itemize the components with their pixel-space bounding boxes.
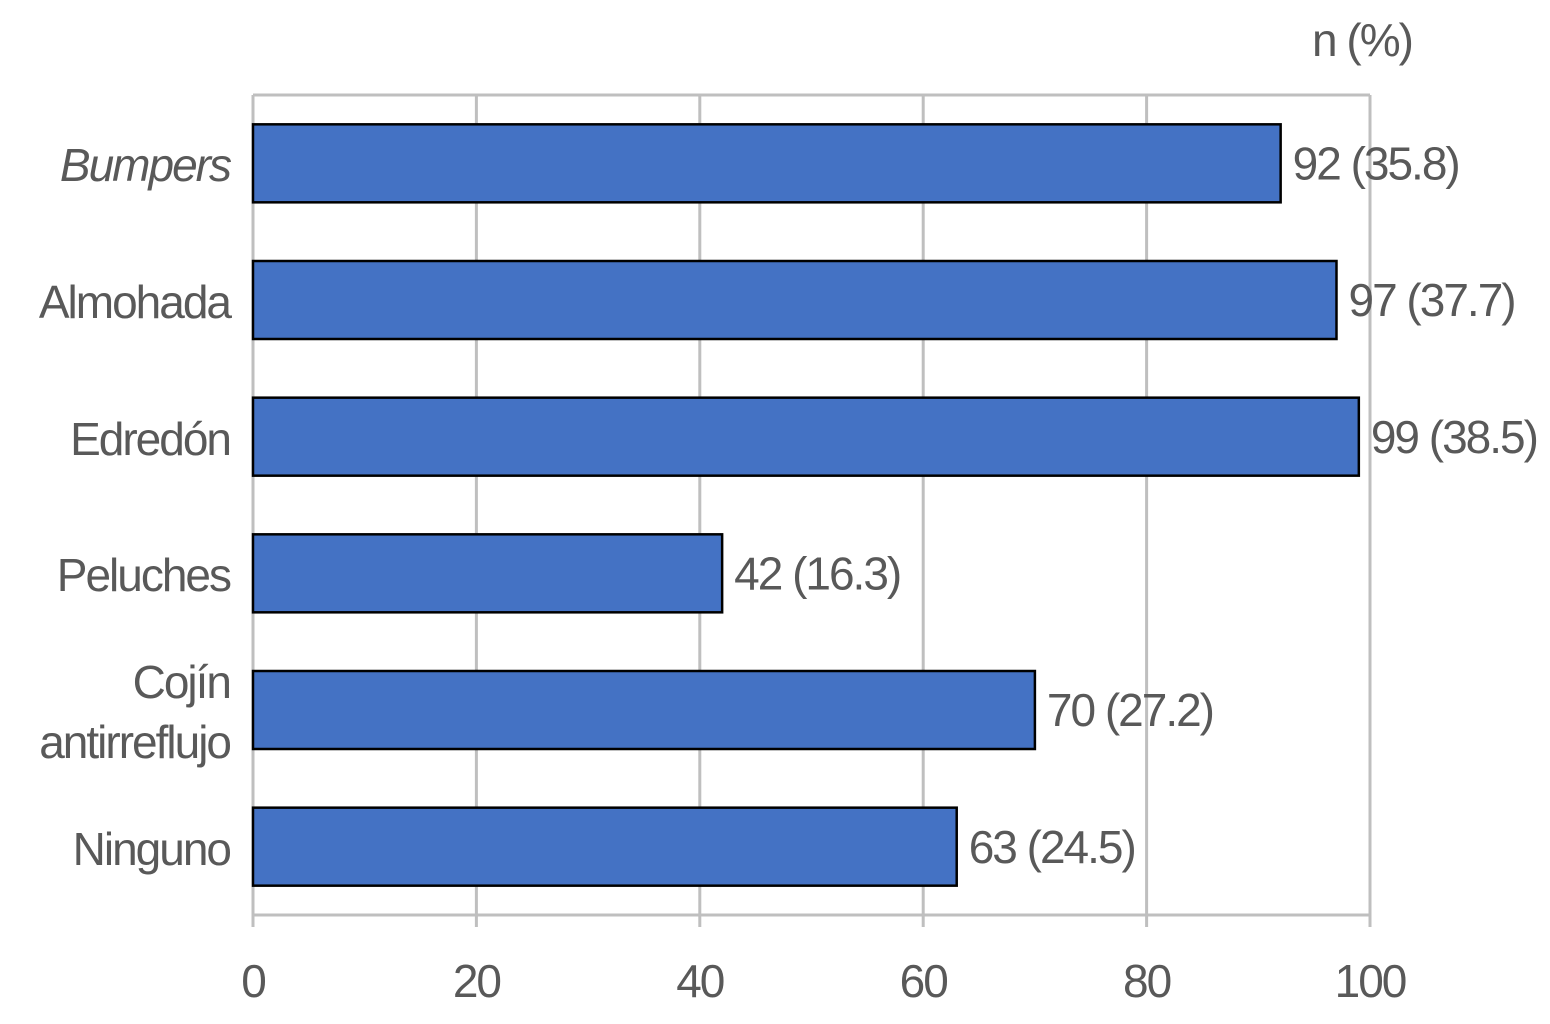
y-tick-label: Bumpers [59,139,232,192]
y-tick-label: Cojín antirreflujo [39,656,232,768]
bar [251,669,1037,751]
y-tick-label: Almohada [38,276,232,328]
value-label: 97 (37.7) [1348,274,1514,326]
bar [251,806,958,887]
axis-title: n (%) [1312,14,1412,66]
x-tick-label: 20 [453,955,501,1007]
x-tick-label: 40 [676,955,724,1007]
bar [251,396,1361,477]
y-tick-label: Peluches [56,549,232,602]
bar [251,533,724,614]
value-label: 42 (16.3) [734,547,900,599]
y-tick-label: Ninguno [72,822,232,875]
x-tick-label: 80 [1123,955,1171,1007]
value-label: 63 (24.5) [969,821,1135,873]
bar [251,259,1338,341]
x-tick-label: 100 [1335,955,1406,1007]
x-tick-label: 60 [900,955,948,1007]
value-label: 99 (38.5) [1371,411,1537,463]
x-tick-label: 0 [241,955,265,1007]
bar [251,123,1282,204]
value-label: 70 (27.2) [1047,684,1213,736]
value-label: 92 (35.8) [1293,137,1459,189]
y-tick-label: Edredón [70,412,232,465]
